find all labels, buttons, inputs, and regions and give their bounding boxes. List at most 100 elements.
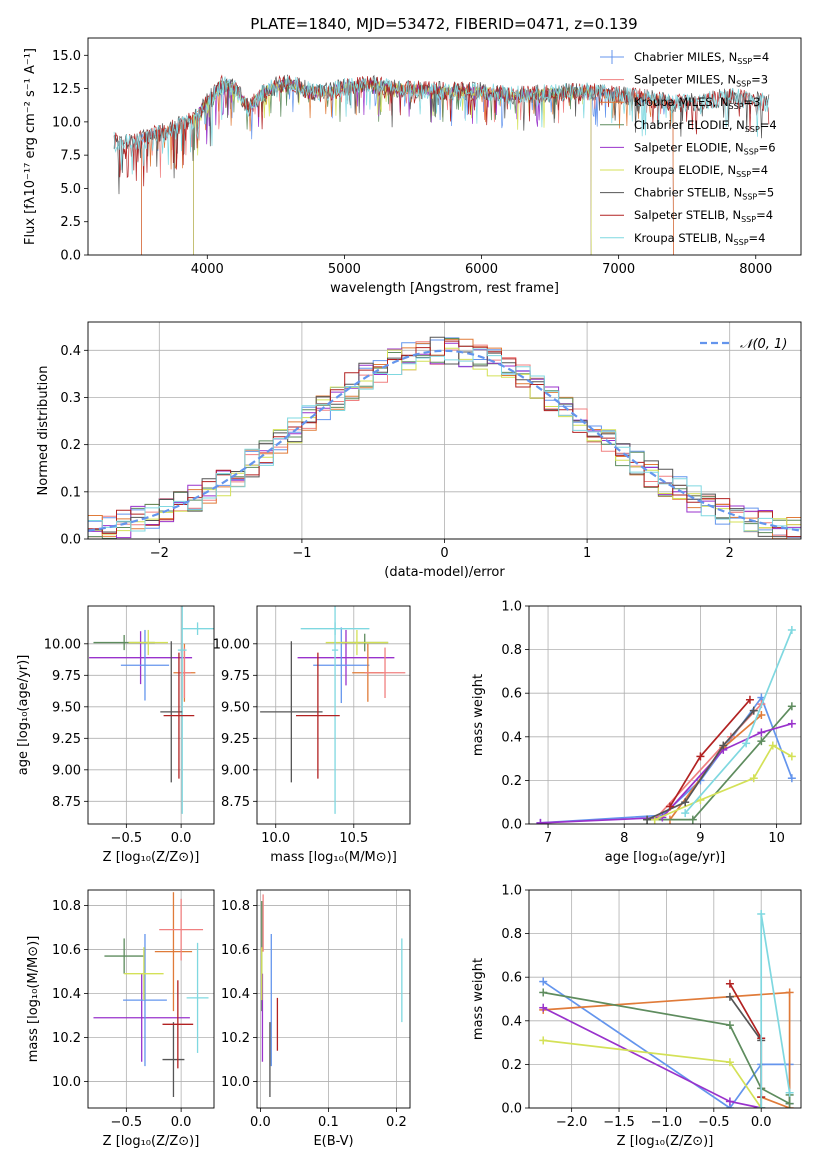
y-tick-label: 0.6: [501, 687, 522, 702]
age-vs-Z-plot-area: [89, 606, 214, 814]
y-tick-label: 8.75: [221, 795, 250, 810]
y-tick-label: 10.4: [52, 987, 81, 1002]
histogram-step: [88, 348, 801, 539]
weight-series-line: [543, 991, 791, 1108]
x-axis-label: mass [log₁₀(M/M⊙)]: [270, 850, 397, 865]
weight-vs-age-panel: 7 8 9 10 0.0 0.2 0.4 0.6 0.8 1.0 age [log₁₀(age/yr…: [471, 600, 802, 865]
x-axis-label: wavelength [Angstrom, rest frame]: [330, 281, 559, 296]
x-tick-label: 7: [544, 831, 552, 846]
x-tick-label: 0.2: [386, 1115, 407, 1130]
x-tick-label: 6000: [465, 262, 498, 277]
x-axis-label: (data-model)/error: [384, 565, 505, 580]
y-axis-label: mass weight: [471, 674, 486, 756]
y-axis-label: age [log₁₀(age/yr)]: [16, 655, 31, 776]
age-vs-Z-panel: −0.5 0.0 8.75 9.00 9.25 9.50 9.75 10.00 Z [log₁₀…: [16, 605, 215, 865]
y-tick-label: 0.2: [60, 438, 81, 453]
x-tick-label: −0.5: [111, 1115, 143, 1130]
y-axis-label: Normed distribution: [36, 366, 51, 496]
weight-vs-age-plot-area: [536, 625, 796, 824]
spectrum-series-line: [113, 76, 770, 175]
y-tick-label: 0.2: [501, 774, 522, 789]
y-tick-label: 10.6: [221, 943, 250, 958]
y-axis-label: mass weight: [471, 958, 486, 1040]
axes-frame: [528, 605, 802, 825]
x-tick-label: 10.0: [261, 831, 290, 846]
axes-frame: [256, 889, 411, 1109]
y-tick-label: 9.75: [52, 669, 81, 684]
y-tick-label: 10.00: [44, 637, 81, 652]
mass-vs-ebv-plot-area: [261, 894, 403, 1097]
y-tick-label: 10.0: [52, 1075, 81, 1090]
y-tick-label: 9.50: [52, 700, 81, 715]
y-tick-label: 0.2: [501, 1058, 522, 1073]
y-tick-label: 10.4: [221, 987, 250, 1002]
y-tick-label: 10.00: [213, 637, 250, 652]
gaussian-curve: [88, 349, 801, 532]
y-tick-label: 7.5: [60, 149, 81, 164]
weight-series-line: [654, 744, 793, 821]
weight-series-line: [760, 913, 791, 1108]
weight-series-line: [684, 629, 793, 814]
x-axis-label: Z [log₁₀(Z/Z⊙)]: [617, 1134, 714, 1149]
y-tick-label: 9.25: [221, 732, 250, 747]
axes-frame: [256, 605, 411, 825]
y-tick-label: 1.0: [501, 884, 522, 899]
y-tick-label: 0.0: [501, 1102, 522, 1117]
y-tick-label: 0.1: [60, 485, 81, 500]
legend-label: Kroupa ELODIE, NSSP=4: [634, 163, 768, 179]
spectrum-plot-area: [113, 74, 770, 255]
weight-series-line: [542, 1006, 762, 1108]
legend-label: 𝒩(0, 1): [740, 337, 787, 352]
weight-vs-Z-panel: −2.0 −1.5 −1.0 −0.5 0.0 0.0 0.2 0.4 0.6 0.8 1.0 Z […: [471, 884, 802, 1149]
legend-label: Chabrier MILES, NSSP=4: [634, 50, 769, 66]
y-tick-label: 9.00: [52, 763, 81, 778]
x-tick-label: −1: [292, 546, 311, 561]
spectrum-panel: 4000 5000 6000 7000 8000 0.0 2.5 5.0 7.5 10.0 12.5…: [23, 37, 802, 296]
y-tick-label: 9.75: [221, 669, 250, 684]
weight-series-line: [543, 1039, 762, 1108]
axes-frame: [87, 889, 215, 1109]
legend-label: Kroupa MILES, NSSP=3: [634, 95, 760, 111]
weight-series-line: [646, 710, 755, 821]
y-axis-label: mass [log₁₀(M/M⊙)]: [26, 936, 41, 1063]
age-vs-mass-plot-area: [260, 606, 406, 814]
x-tick-label: 0.1: [318, 1115, 339, 1130]
x-tick-label: 0.0: [751, 1115, 772, 1130]
x-axis-label: age [log₁₀(age/yr)]: [605, 850, 726, 865]
x-tick-label: 1: [583, 546, 591, 561]
x-tick-label: 2: [726, 546, 734, 561]
y-tick-label: 2.5: [60, 215, 81, 230]
y-tick-label: 10.0: [221, 1075, 250, 1090]
x-tick-label: 10: [768, 831, 785, 846]
axes-frame: [528, 889, 802, 1109]
x-tick-label: 0.0: [171, 831, 192, 846]
residuals-plot-area: [88, 336, 801, 539]
x-tick-label: −2: [150, 546, 169, 561]
x-axis-label: Z [log₁₀(Z/Z⊙)]: [103, 850, 200, 865]
legend-label: Chabrier STELIB, NSSP=5: [634, 186, 774, 202]
legend-label: Kroupa STELIB, NSSP=4: [634, 231, 765, 247]
y-tick-label: 10.6: [52, 943, 81, 958]
y-tick-label: 10.2: [52, 1031, 81, 1046]
mass-vs-Z-plot-area: [93, 892, 209, 1097]
weight-series-line: [729, 996, 763, 1108]
y-tick-label: 8.75: [52, 795, 81, 810]
axes-frame: [87, 605, 215, 825]
x-tick-label: −0.5: [111, 831, 143, 846]
weight-series-line: [669, 714, 762, 821]
x-tick-label: −2.0: [556, 1115, 588, 1130]
y-tick-label: 9.50: [221, 700, 250, 715]
y-tick-label: 0.6: [501, 971, 522, 986]
x-tick-label: 4000: [191, 262, 224, 277]
y-tick-label: 0.4: [501, 730, 522, 745]
spectrum-legend: Chabrier MILES, NSSP=4 Salpeter MILES, NS…: [600, 50, 777, 247]
x-tick-label: −1.0: [651, 1115, 683, 1130]
legend-label: Salpeter MILES, NSSP=3: [634, 73, 768, 89]
legend-label: Chabrier ELODIE, NSSP=4: [634, 118, 777, 134]
mass-vs-Z-panel: −0.5 0.0 10.0 10.2 10.4 10.6 10.8 Z [log₁₀(Z/Z⊙…: [26, 889, 215, 1149]
weight-vs-Z-plot-area: [539, 909, 794, 1108]
y-tick-label: 0.4: [60, 344, 81, 359]
weight-series-line: [647, 705, 793, 821]
y-tick-label: 9.00: [221, 763, 250, 778]
